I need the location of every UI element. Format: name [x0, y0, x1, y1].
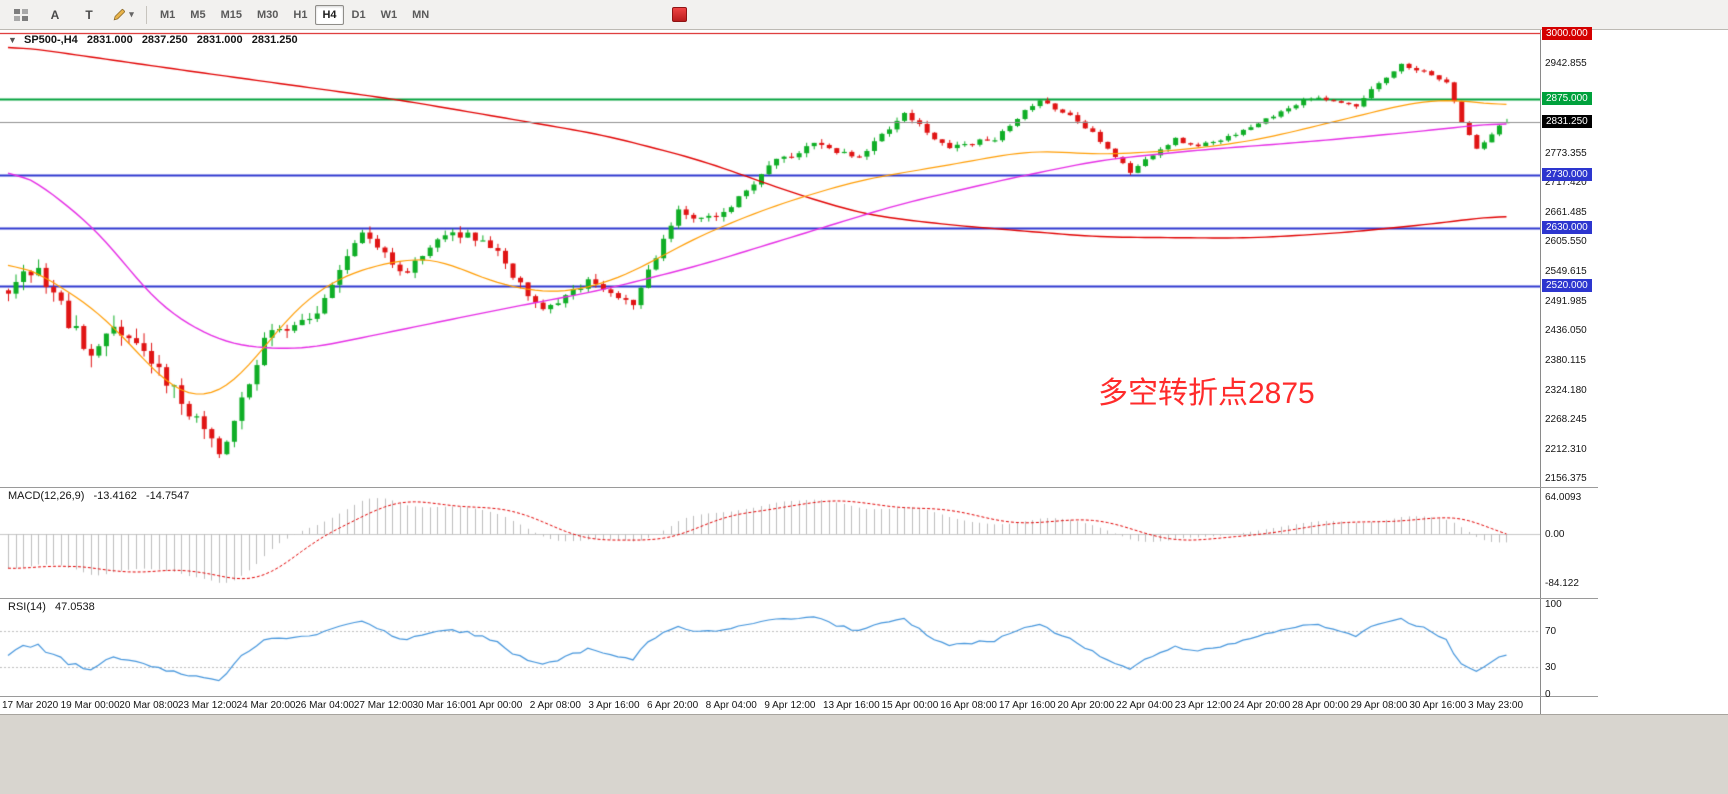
one-click-collapse-icon[interactable]: ▼	[8, 35, 17, 45]
price-axis-label: 2268.245	[1545, 414, 1587, 425]
ohlc-low: 2831.000	[196, 34, 243, 46]
tf-button-mn[interactable]: MN	[412, 8, 430, 21]
rsi-scale-label: 30	[1545, 662, 1557, 673]
time-axis[interactable]: 17 Mar 2020 19 Mar 00:00 20 Mar 08:00 23 Ma…	[0, 696, 1540, 714]
time-axis-label: 24 Mar 20:00	[236, 700, 296, 711]
chart-header: ▼ SP500-,H4 2831.000 2837.250 2831.000 2…	[8, 34, 298, 46]
tf-button-m5[interactable]: M5	[190, 8, 206, 21]
time-axis-label: 3 Apr 16:00	[588, 700, 640, 711]
time-axis-label: 3 May 23:00	[1468, 700, 1524, 711]
time-axis-label: 17 Mar 2020	[2, 700, 59, 711]
macd-main-value: -13.4162	[93, 490, 137, 502]
price-axis-label: 2661.485	[1545, 207, 1587, 218]
time-axis-label: 30 Mar 16:00	[412, 700, 472, 711]
price-axis-label: 2491.985	[1545, 296, 1587, 307]
time-axis-label: 28 Apr 00:00	[1292, 700, 1349, 711]
macd-title: MACD(12,26,9)	[8, 490, 85, 502]
red-badge-icon[interactable]	[672, 7, 688, 22]
chart-annotation-text[interactable]: 多空转折点2875	[1098, 377, 1315, 410]
price-axis-label: 2380.115	[1545, 355, 1586, 366]
time-axis-label: 29 Apr 08:00	[1350, 700, 1408, 711]
window-background	[0, 714, 1728, 794]
time-axis-label: 27 Mar 12:00	[353, 700, 413, 711]
main-chart-canvas[interactable]	[0, 30, 1540, 487]
price-axis-label: 2156.375	[1545, 473, 1587, 484]
tf-button-d1[interactable]: D1	[351, 8, 366, 21]
grid-icon	[14, 8, 28, 21]
draw-tool-button[interactable]: ▾	[106, 3, 140, 27]
price-axis-label: 2549.615	[1545, 266, 1587, 277]
ohlc-open: 2831.000	[86, 34, 133, 46]
price-level-badge: 3000.000	[1542, 27, 1592, 40]
tf-button-h1[interactable]: H1	[293, 8, 308, 21]
tf-button-m1[interactable]: M1	[160, 8, 176, 21]
time-axis-label: 20 Mar 08:00	[119, 700, 179, 711]
price-level-badge: 2730.000	[1542, 168, 1592, 181]
panel-separator-macd[interactable]	[0, 487, 1598, 488]
time-axis-label: 17 Apr 16:00	[998, 700, 1056, 711]
tf-button-m15[interactable]: M15	[220, 8, 242, 21]
price-axis-label: 2605.550	[1545, 236, 1587, 247]
chart-grid-icon-button[interactable]	[4, 3, 38, 27]
time-axis-label: 23 Apr 12:00	[1174, 700, 1232, 711]
rsi-header: RSI(14) 47.0538	[8, 601, 95, 613]
ohlc-high: 2837.250	[141, 34, 188, 46]
time-axis-label: 22 Apr 04:00	[1116, 700, 1173, 711]
toolbar-separator	[146, 5, 147, 24]
current-price-badge: 2831.250	[1542, 115, 1592, 128]
tf-button-m30[interactable]: M30	[256, 8, 279, 21]
timeframe-group: M1 M5 M15 M30 H1 H4 D1 W1 MN	[153, 4, 436, 25]
macd-header: MACD(12,26,9) -13.4162 -14.7547	[8, 490, 189, 502]
time-axis-label: 1 Apr 00:00	[471, 700, 523, 711]
time-axis-label: 23 Mar 12:00	[177, 700, 237, 711]
tf-button-w1[interactable]: W1	[380, 8, 398, 21]
price-axis-label: 2717.420	[1545, 177, 1587, 188]
time-axis-label: 19 Mar 00:00	[60, 700, 120, 711]
rsi-scale-label: 70	[1545, 626, 1557, 637]
macd-signal-value: -14.7547	[145, 490, 190, 502]
cursor-tool-button[interactable]: A	[50, 7, 60, 22]
rsi-title: RSI(14)	[8, 601, 46, 613]
time-axis-label: 8 Apr 04:00	[705, 700, 757, 711]
time-axis-label: 20 Apr 20:00	[1057, 700, 1115, 711]
time-axis-label: 13 Apr 16:00	[822, 700, 880, 711]
text-tool-button[interactable]: T	[85, 7, 93, 22]
price-axis-border	[1540, 30, 1541, 714]
time-axis-label: 9 Apr 12:00	[764, 700, 816, 711]
rsi-canvas[interactable]	[0, 599, 1540, 696]
rsi-value: 47.0538	[54, 601, 95, 613]
time-axis-label: 26 Mar 04:00	[295, 700, 355, 711]
macd-scale-label: 64.0093	[1545, 492, 1582, 503]
rsi-scale-label: 100	[1545, 599, 1562, 610]
macd-canvas[interactable]	[0, 488, 1540, 598]
ohlc-close: 2831.250	[251, 34, 298, 46]
price-level-badge: 2520.000	[1542, 279, 1592, 292]
time-axis-label: 24 Apr 20:00	[1233, 700, 1291, 711]
price-level-badge: 2875.000	[1542, 92, 1592, 105]
price-axis-label: 2436.050	[1545, 325, 1587, 336]
price-axis-label: 2942.855	[1545, 58, 1587, 69]
macd-scale-label: 0.00	[1545, 529, 1565, 540]
tf-button-h4[interactable]: H4	[315, 4, 344, 25]
time-axis-label: 15 Apr 00:00	[881, 700, 939, 711]
time-axis-label: 2 Apr 08:00	[529, 700, 581, 711]
rsi-scale-label: 0	[1545, 689, 1551, 700]
chart-symbol-period: SP500-,H4	[23, 34, 78, 46]
time-axis-label: 30 Apr 16:00	[1409, 700, 1467, 711]
price-axis-label: 2324.180	[1545, 385, 1587, 396]
price-level-badge: 2630.000	[1542, 221, 1592, 234]
price-axis-label: 2773.355	[1545, 148, 1587, 159]
chevron-down-icon: ▾	[129, 9, 134, 19]
macd-scale-label: -84.122	[1545, 578, 1579, 589]
price-axis[interactable]: 2942.855 2773.355 2717.420 2661.485 2605.550…	[1541, 27, 1727, 700]
price-axis-label: 2212.310	[1545, 444, 1587, 455]
pencil-icon	[113, 8, 126, 20]
time-axis-border	[0, 696, 1598, 697]
time-axis-label: 16 Apr 08:00	[940, 700, 997, 711]
panel-separator-rsi[interactable]	[0, 598, 1598, 599]
time-axis-label: 6 Apr 20:00	[647, 700, 699, 711]
toolbar: A T ▾ M1 M5 M15 M30 H1 H4 D1 W1 MN	[0, 0, 1728, 30]
